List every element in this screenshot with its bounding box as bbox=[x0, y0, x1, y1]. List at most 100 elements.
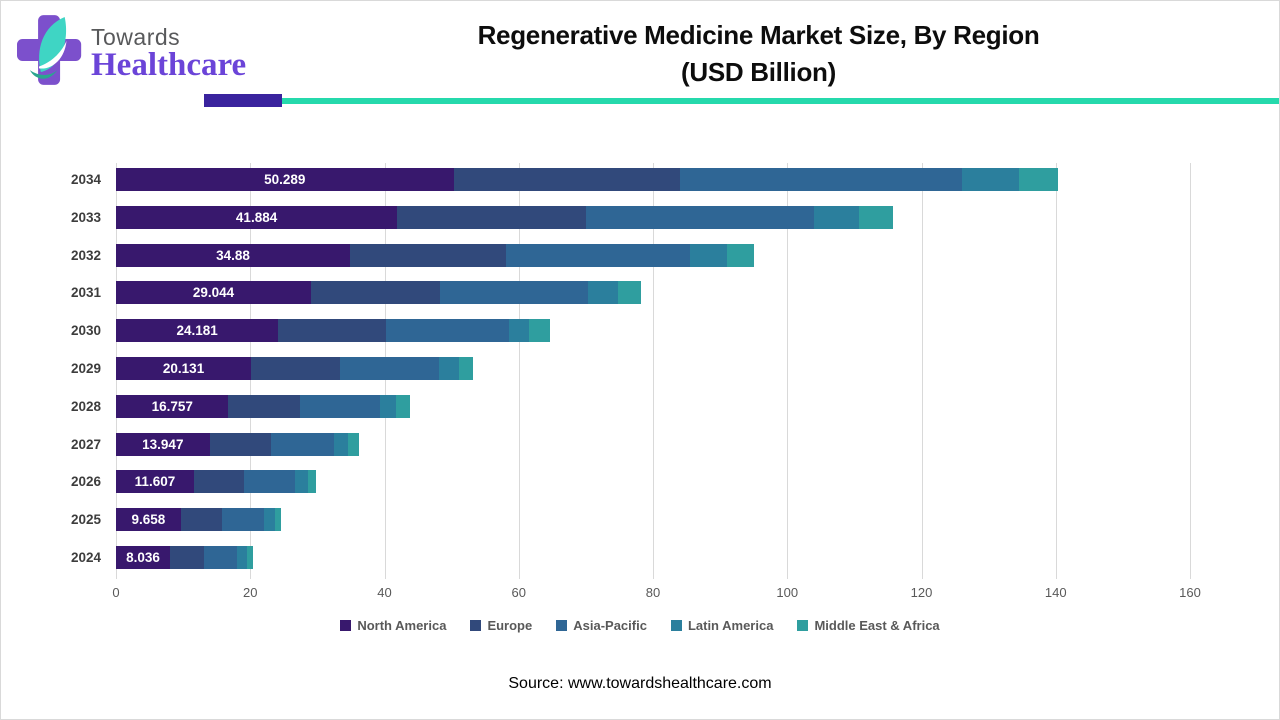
bar-segment-middle-east-africa bbox=[726, 243, 754, 267]
x-tick-label: 20 bbox=[243, 585, 258, 600]
x-tick-label: 160 bbox=[1179, 585, 1201, 600]
legend-item-europe: Europe bbox=[470, 618, 532, 633]
bar-segment-middle-east-africa bbox=[858, 205, 894, 229]
bar-value-label: 11.607 bbox=[134, 474, 176, 490]
legend-item-latin-america: Latin America bbox=[670, 618, 774, 633]
bar-value-label: 29.044 bbox=[192, 285, 235, 301]
chart-title-line1: Regenerative Medicine Market Size, By Re… bbox=[477, 20, 1040, 50]
logo-line1: Towards bbox=[91, 23, 181, 50]
chart-title-line2: (USD Billion) bbox=[681, 57, 836, 87]
year-label: 2031 bbox=[70, 285, 101, 301]
bar-segment-europe bbox=[397, 205, 586, 229]
bar-segment-asia-pacific bbox=[439, 281, 588, 305]
source-text: Source: www.towardshealthcare.com bbox=[508, 675, 772, 692]
bar-segment-europe bbox=[169, 546, 205, 569]
bar-value-label: 24.181 bbox=[176, 323, 218, 339]
bar-segment-north-america: 24.181 bbox=[116, 319, 279, 343]
gridline-140 bbox=[1055, 163, 1057, 579]
x-tick-label: 60 bbox=[511, 585, 526, 600]
logo-cross-leaf-icon bbox=[17, 13, 83, 92]
legend-item-north-america: North America bbox=[340, 618, 446, 633]
x-tick-label: 100 bbox=[776, 585, 799, 600]
bar-value-label: 34.88 bbox=[216, 247, 250, 263]
legend-swatch-icon bbox=[470, 620, 482, 631]
legend-label: North America bbox=[357, 618, 447, 633]
bar-row-2027: 2027 13.947 bbox=[71, 432, 1190, 456]
bar-row-2026: 2026 11.607 bbox=[71, 470, 1190, 494]
bar-row-2025: 2025 9.658 bbox=[71, 508, 1190, 532]
bar-segment-latin-america bbox=[237, 546, 248, 569]
bar-segment-latin-america bbox=[264, 508, 275, 532]
gridline-60 bbox=[518, 163, 520, 579]
x-tick-label: 120 bbox=[910, 585, 933, 600]
header-divider-purple bbox=[204, 94, 282, 107]
stacked-bar: 8.036 bbox=[116, 546, 1190, 569]
bar-segment-latin-america bbox=[508, 319, 530, 343]
bar-segment-middle-east-africa bbox=[396, 394, 411, 418]
bar-segment-latin-america bbox=[690, 243, 727, 267]
bar-segment-north-america: 11.607 bbox=[116, 470, 194, 494]
header-divider-teal bbox=[282, 98, 1279, 104]
x-tick-label: 140 bbox=[1044, 585, 1067, 600]
bar-segment-asia-pacific bbox=[340, 357, 440, 380]
stacked-bar: 24.181 bbox=[116, 319, 1190, 343]
bar-row-2033: 2033 41.884 bbox=[71, 205, 1190, 229]
year-label: 2025 bbox=[70, 512, 101, 528]
legend-label: Asia-Pacific bbox=[573, 618, 647, 633]
bar-segment-north-america: 13.947 bbox=[116, 432, 210, 456]
chart-title: Regenerative Medicine Market Size, By Re… bbox=[286, 17, 1231, 91]
stacked-bar: 13.947 bbox=[116, 432, 1190, 456]
bar-segment-europe bbox=[350, 243, 506, 267]
legend-label: Middle East & Africa bbox=[814, 618, 940, 633]
stacked-bar: 41.884 bbox=[116, 205, 1190, 229]
bar-segment-north-america: 8.036 bbox=[116, 546, 170, 569]
year-label: 2027 bbox=[70, 436, 101, 452]
bar-segment-middle-east-africa bbox=[308, 470, 317, 494]
bar-segment-asia-pacific bbox=[204, 546, 238, 569]
year-label: 2030 bbox=[70, 323, 101, 339]
bar-value-label: 50.289 bbox=[264, 172, 306, 187]
gridline-80 bbox=[653, 163, 654, 579]
bar-segment-middle-east-africa bbox=[618, 281, 642, 305]
bar-value-label: 9.658 bbox=[131, 512, 166, 528]
bar-row-2029: 2029 20.131 bbox=[71, 357, 1190, 380]
bar-segment-latin-america bbox=[813, 205, 859, 229]
bar-segment-north-america: 16.757 bbox=[116, 394, 229, 418]
year-label: 2032 bbox=[70, 247, 101, 263]
bar-segment-north-america: 41.884 bbox=[116, 205, 398, 229]
bar-segment-europe bbox=[278, 319, 387, 343]
bar-value-label: 13.947 bbox=[142, 436, 184, 452]
bar-row-2032: 2032 34.88 bbox=[71, 243, 1190, 267]
bar-segment-middle-east-africa bbox=[247, 546, 254, 569]
bar-segment-europe bbox=[180, 508, 222, 532]
legend-swatch-icon bbox=[797, 620, 809, 631]
legend-label: Latin America bbox=[687, 618, 774, 633]
year-label: 2028 bbox=[70, 398, 101, 414]
bar-segment-middle-east-africa bbox=[347, 432, 359, 456]
bar-segment-north-america: 34.88 bbox=[116, 243, 351, 267]
bar-segment-north-america: 29.044 bbox=[116, 281, 311, 305]
bar-row-2034: 2034 50.289 bbox=[71, 168, 1190, 191]
bar-segment-asia-pacific bbox=[680, 168, 963, 191]
bar-value-label: 8.036 bbox=[126, 550, 160, 565]
legend-swatch-icon bbox=[556, 620, 568, 631]
bar-segment-north-america: 20.131 bbox=[116, 357, 252, 380]
year-label: 2034 bbox=[70, 172, 101, 187]
year-label: 2029 bbox=[70, 361, 101, 376]
legend-swatch-icon bbox=[670, 620, 682, 631]
bar-segment-latin-america bbox=[962, 168, 1020, 191]
bar-segment-europe bbox=[251, 357, 341, 380]
legend-item-asia-pacific: Asia-Pacific bbox=[556, 618, 647, 633]
bar-segment-europe bbox=[193, 470, 244, 494]
stacked-bar: 34.88 bbox=[116, 243, 1190, 267]
bar-segment-latin-america bbox=[439, 357, 460, 380]
stacked-bar: 11.607 bbox=[116, 470, 1190, 494]
logo-text: Towards Healthcare bbox=[91, 24, 246, 82]
legend-item-middle-east-africa: Middle East & Africa bbox=[797, 618, 940, 633]
gridline-120 bbox=[921, 163, 923, 579]
bar-row-2031: 2031 29.044 bbox=[71, 281, 1190, 305]
bar-segment-latin-america bbox=[380, 394, 397, 418]
x-tick-label: 0 bbox=[112, 585, 120, 600]
stacked-bar: 29.044 bbox=[116, 281, 1190, 305]
